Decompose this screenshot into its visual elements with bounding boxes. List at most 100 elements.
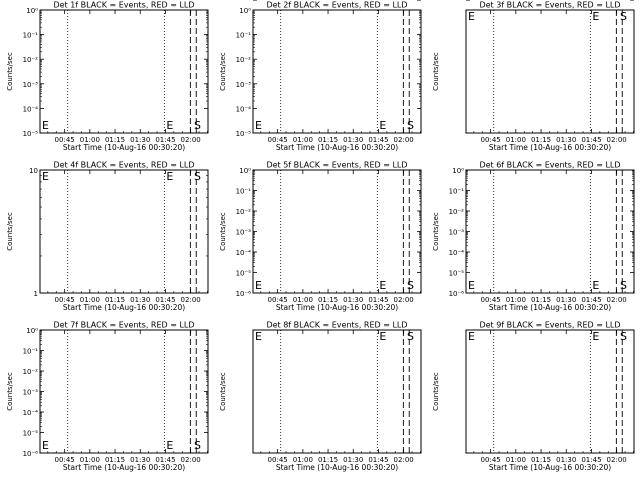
event-marker-label: E xyxy=(42,170,49,183)
y-tick-label: 10 xyxy=(455,0,464,2)
x-tick-label: 01:00 xyxy=(506,456,526,464)
panel-det-1: Det 1f BLACK = Events, RED = LLD 00:45 01:… xyxy=(6,1,209,152)
y-tick-label: 10⁻² xyxy=(236,56,252,64)
y-tick-label: 10⁻⁴ xyxy=(236,105,252,113)
panel-det-6: Det 6f BLACK = Events, RED = LLD 00:45 01:… xyxy=(432,161,635,312)
x-tick-label: 02:00 xyxy=(181,296,201,304)
event-marker-label: E xyxy=(592,330,599,343)
x-tick-label: 01:15 xyxy=(531,296,551,304)
x-tick-label: 01:00 xyxy=(293,136,313,144)
event-marker-label: E xyxy=(42,439,49,452)
event-marker-label: S xyxy=(194,119,201,132)
x-tick-label: 00:45 xyxy=(481,136,501,144)
event-marker-label: E xyxy=(379,279,386,292)
y-tick-label: 1000 xyxy=(446,0,464,2)
y-tick-label: 10 xyxy=(29,167,38,175)
y-tick-label: 10⁻² xyxy=(236,208,252,216)
panel-det-2: Det 2f BLACK = Events, RED = LLD 00:45 01:… xyxy=(219,1,422,152)
panel-title: Det 1f BLACK = Events, RED = LLD xyxy=(53,1,194,10)
x-tick-label: 02:00 xyxy=(181,136,201,144)
x-tick-label: 01:15 xyxy=(105,136,125,144)
x-tick-label: 01:30 xyxy=(556,136,576,144)
plot-frame xyxy=(39,329,209,454)
panel-det-8: Det 8f BLACK = Events, RED = LLD 00:45 01:… xyxy=(219,0,422,472)
event-marker-label: S xyxy=(407,330,414,343)
x-tick-label: 01:45 xyxy=(368,296,388,304)
x-axis-label: Start Time (10-Aug-16 00:30:20) xyxy=(489,303,611,312)
event-marker-label: S xyxy=(407,279,414,292)
y-tick-label: 10 xyxy=(455,0,464,2)
y-tick-label: 1000 xyxy=(233,0,251,2)
x-tick-label: 01:45 xyxy=(155,136,175,144)
event-marker-label: E xyxy=(592,279,599,292)
x-tick-label: 01:00 xyxy=(506,136,526,144)
event-marker-label: E xyxy=(379,119,386,132)
x-axis-label: Start Time (10-Aug-16 00:30:20) xyxy=(276,463,398,472)
x-tick-label: 00:45 xyxy=(55,136,75,144)
panel-title: Det 2f BLACK = Events, RED = LLD xyxy=(266,1,407,10)
plot-frame xyxy=(465,329,635,454)
panel-det-5: Det 5f BLACK = Events, RED = LLD 00:45 01:… xyxy=(219,161,422,312)
panel-title: Det 6f BLACK = Events, RED = LLD xyxy=(479,161,620,170)
x-tick-label: 01:30 xyxy=(343,456,363,464)
event-marker-label: S xyxy=(194,170,201,183)
x-tick-label: 01:30 xyxy=(130,456,150,464)
y-tick-label: 10⁻⁴ xyxy=(449,249,465,257)
y-tick-label: 10⁻¹ xyxy=(23,32,39,40)
y-tick-label: 10000 xyxy=(442,0,464,2)
x-tick-label: 02:00 xyxy=(607,456,627,464)
plot-frame xyxy=(252,329,422,454)
y-tick-label: 10⁻⁵ xyxy=(23,130,39,138)
x-tick-label: 02:00 xyxy=(607,136,627,144)
plot-frame xyxy=(39,9,209,134)
x-tick-label: 01:30 xyxy=(130,296,150,304)
x-tick-label: 01:30 xyxy=(556,456,576,464)
y-tick-label: 10⁰ xyxy=(26,7,38,15)
plot-frame xyxy=(252,9,422,134)
y-tick-label: 10⁻⁵ xyxy=(23,430,39,438)
x-tick-label: 00:45 xyxy=(268,296,288,304)
x-tick-label: 02:00 xyxy=(394,136,414,144)
y-tick-label: 10⁻¹ xyxy=(23,348,39,356)
plot-frame xyxy=(252,169,422,294)
x-tick-label: 00:45 xyxy=(268,456,288,464)
y-tick-label: 10⁻⁵ xyxy=(236,270,252,278)
x-tick-label: 01:30 xyxy=(556,296,576,304)
y-tick-label: 10⁰ xyxy=(239,167,251,175)
x-tick-label: 02:00 xyxy=(181,456,201,464)
x-tick-label: 00:45 xyxy=(268,136,288,144)
y-tick-label: 10⁻³ xyxy=(23,389,39,397)
y-axis-label: Counts/sec xyxy=(6,52,14,91)
x-tick-label: 01:00 xyxy=(80,296,100,304)
x-axis-label: Start Time (10-Aug-16 00:30:20) xyxy=(489,143,611,152)
y-tick-label: 10⁰ xyxy=(26,327,38,335)
x-tick-label: 01:15 xyxy=(105,456,125,464)
x-tick-label: 01:45 xyxy=(581,136,601,144)
x-tick-label: 02:00 xyxy=(394,456,414,464)
x-tick-label: 01:00 xyxy=(80,136,100,144)
y-tick-label: 10⁻¹ xyxy=(236,188,252,196)
panel-det-3: Det 3f BLACK = Events, RED = LLD 00:45 01:… xyxy=(432,0,635,152)
panel-det-9: Det 9f BLACK = Events, RED = LLD 00:45 01:… xyxy=(432,0,635,472)
y-tick-label: 10⁻³ xyxy=(236,229,252,237)
event-marker-label: E xyxy=(468,10,475,23)
x-axis-label: Start Time (10-Aug-16 00:30:20) xyxy=(63,143,185,152)
event-marker-label: S xyxy=(194,439,201,452)
y-tick-label: 1 xyxy=(460,0,464,2)
y-axis-label: Counts/sec xyxy=(6,212,14,251)
event-marker-label: E xyxy=(468,330,475,343)
y-tick-label: 10⁻⁴ xyxy=(236,249,252,257)
y-tick-label: 10⁻⁵ xyxy=(449,270,465,278)
x-tick-label: 00:45 xyxy=(481,296,501,304)
x-tick-label: 01:30 xyxy=(343,296,363,304)
event-marker-label: E xyxy=(166,170,173,183)
y-tick-label: 10⁰ xyxy=(239,7,251,15)
y-tick-label: 10⁻³ xyxy=(449,229,465,237)
y-axis-label: Counts/sec xyxy=(219,212,227,251)
x-axis-label: Start Time (10-Aug-16 00:30:20) xyxy=(63,463,185,472)
y-tick-label: 1 xyxy=(460,0,464,2)
y-tick-label: 1 xyxy=(34,290,38,298)
event-marker-label: S xyxy=(620,279,627,292)
event-marker-label: E xyxy=(42,119,49,132)
